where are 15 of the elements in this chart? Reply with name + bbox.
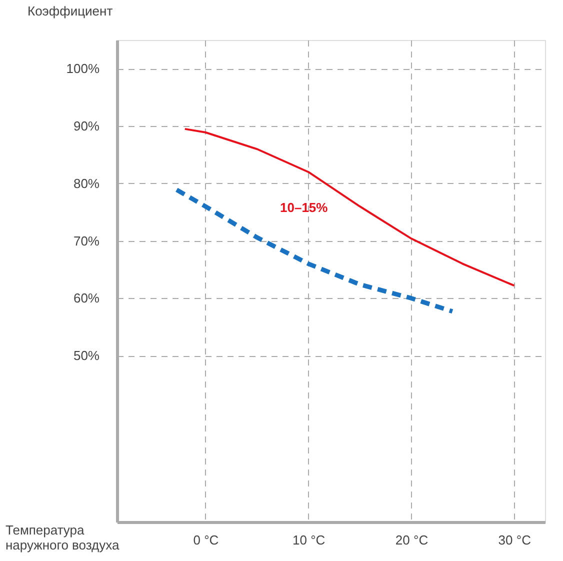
y-tick-label: 80% — [73, 176, 100, 191]
x-tick-label: 20 °C — [395, 532, 428, 548]
y-tick-label: 70% — [73, 233, 100, 248]
x-tick-label: 10 °C — [292, 532, 326, 548]
x-axis-title: Температура наружного воздуха — [6, 522, 120, 552]
y-tick-label: 60% — [73, 290, 100, 306]
y-tick-label: 90% — [73, 118, 100, 134]
y-tick-label: 50% — [73, 348, 100, 364]
annotation: 10–15% — [280, 200, 328, 215]
x-tick-label: 0 °C — [193, 532, 219, 548]
x-tick-label: 30 °C — [498, 532, 531, 548]
y-axis-title: Коэффициент — [28, 4, 113, 18]
line-series — [174, 188, 455, 314]
y-tick-label: 100% — [66, 61, 100, 76]
line-series — [184, 128, 516, 287]
